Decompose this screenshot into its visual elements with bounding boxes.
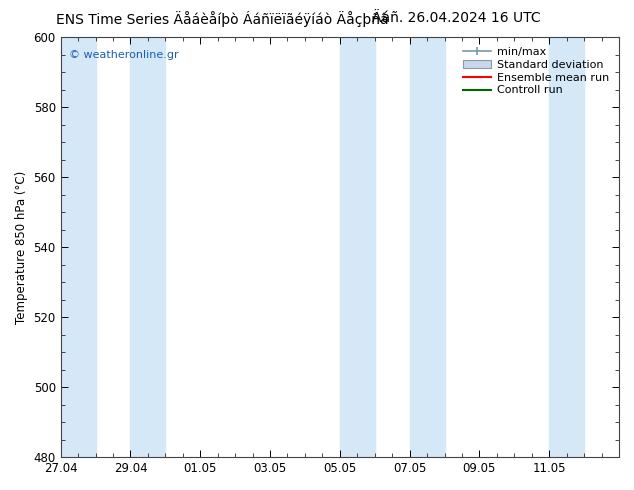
Bar xyxy=(131,37,165,457)
Text: © weatheronline.gr: © weatheronline.gr xyxy=(69,50,179,60)
Bar xyxy=(61,37,96,457)
Legend: min/max, Standard deviation, Ensemble mean run, Controll run: min/max, Standard deviation, Ensemble me… xyxy=(459,43,614,100)
Text: ENS Time Series Äåáèåíþò Ááñïëïãéÿíáò Äåçþñâ: ENS Time Series Äåáèåíþò Ááñïëïãéÿíáò Äå… xyxy=(56,11,388,27)
Text: Äáñ. 26.04.2024 16 UTC: Äáñ. 26.04.2024 16 UTC xyxy=(372,11,541,25)
Bar xyxy=(410,37,444,457)
Bar xyxy=(340,37,375,457)
Y-axis label: Temperature 850 hPa (°C): Temperature 850 hPa (°C) xyxy=(15,171,28,324)
Bar xyxy=(549,37,584,457)
